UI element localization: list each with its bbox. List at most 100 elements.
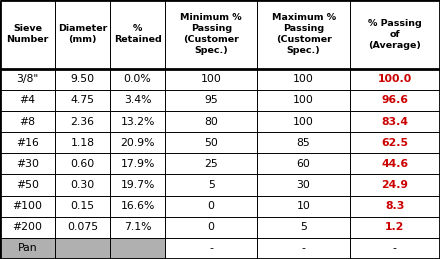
Bar [257, 217, 350, 238]
Bar [0, 69, 55, 90]
Text: 5: 5 [300, 222, 307, 232]
Bar [55, 0, 110, 69]
Text: 3.4%: 3.4% [124, 95, 151, 105]
Text: 10: 10 [297, 201, 311, 211]
Text: % Passing
of
(Average): % Passing of (Average) [368, 19, 422, 50]
Bar [350, 238, 440, 259]
Bar [110, 153, 165, 174]
Text: 17.9%: 17.9% [120, 159, 155, 169]
Text: 80: 80 [204, 117, 218, 126]
Text: 4.75: 4.75 [70, 95, 95, 105]
Bar [0, 217, 55, 238]
Bar [165, 153, 257, 174]
Text: 3/8": 3/8" [16, 74, 39, 84]
Text: 0: 0 [208, 222, 215, 232]
Bar [110, 132, 165, 153]
Bar [110, 174, 165, 196]
Bar [0, 174, 55, 196]
Bar [55, 69, 110, 90]
Text: Sieve
Number: Sieve Number [6, 24, 49, 44]
Bar [110, 90, 165, 111]
Bar [165, 174, 257, 196]
Bar [350, 90, 440, 111]
Bar [165, 196, 257, 217]
Bar [350, 111, 440, 132]
Text: 19.7%: 19.7% [120, 180, 155, 190]
Bar [55, 153, 110, 174]
Bar [110, 217, 165, 238]
Text: 44.6: 44.6 [381, 159, 408, 169]
Bar [0, 238, 55, 259]
Text: 95: 95 [204, 95, 218, 105]
Bar [0, 111, 55, 132]
Text: #100: #100 [12, 201, 43, 211]
Text: %
Retained: % Retained [114, 24, 161, 44]
Text: 83.4: 83.4 [381, 117, 408, 126]
Bar [0, 153, 55, 174]
Text: 0: 0 [208, 201, 215, 211]
Text: -: - [393, 243, 397, 253]
Text: 0.30: 0.30 [70, 180, 95, 190]
Bar [110, 196, 165, 217]
Text: 100.0: 100.0 [378, 74, 412, 84]
Bar [55, 174, 110, 196]
Bar [257, 238, 350, 259]
Text: 62.5: 62.5 [381, 138, 408, 148]
Bar [0, 90, 55, 111]
Bar [350, 69, 440, 90]
Text: 0.0%: 0.0% [124, 74, 151, 84]
Bar [0, 132, 55, 153]
Text: 5: 5 [208, 180, 215, 190]
Text: 100: 100 [293, 95, 314, 105]
Bar [165, 0, 257, 69]
Bar [165, 90, 257, 111]
Text: #50: #50 [16, 180, 39, 190]
Text: -: - [302, 243, 305, 253]
Bar [165, 217, 257, 238]
Bar [350, 153, 440, 174]
Text: 1.2: 1.2 [385, 222, 405, 232]
Text: 8.3: 8.3 [385, 201, 405, 211]
Text: Pan: Pan [18, 243, 37, 253]
Bar [110, 0, 165, 69]
Text: #16: #16 [16, 138, 39, 148]
Bar [165, 69, 257, 90]
Bar [257, 111, 350, 132]
Text: 16.6%: 16.6% [120, 201, 155, 211]
Bar [350, 0, 440, 69]
Bar [257, 174, 350, 196]
Text: 0.15: 0.15 [70, 201, 95, 211]
Bar [350, 196, 440, 217]
Bar [55, 111, 110, 132]
Bar [165, 132, 257, 153]
Text: 30: 30 [297, 180, 311, 190]
Text: 24.9: 24.9 [381, 180, 408, 190]
Text: Minimum %
Passing
(Customer
Spec.): Minimum % Passing (Customer Spec.) [180, 13, 242, 55]
Bar [257, 153, 350, 174]
Bar [110, 69, 165, 90]
Text: 1.18: 1.18 [70, 138, 95, 148]
Bar [257, 132, 350, 153]
Bar [350, 132, 440, 153]
Text: 9.50: 9.50 [70, 74, 95, 84]
Text: 25: 25 [204, 159, 218, 169]
Bar [257, 0, 350, 69]
Bar [55, 90, 110, 111]
Bar [350, 217, 440, 238]
Text: Diameter
(mm): Diameter (mm) [58, 24, 107, 44]
Bar [55, 196, 110, 217]
Text: 100: 100 [293, 74, 314, 84]
Bar [350, 174, 440, 196]
Bar [55, 238, 110, 259]
Text: #8: #8 [19, 117, 36, 126]
Text: -: - [209, 243, 213, 253]
Bar [165, 238, 257, 259]
Text: 100: 100 [201, 74, 222, 84]
Text: 60: 60 [297, 159, 311, 169]
Text: 2.36: 2.36 [70, 117, 95, 126]
Bar [257, 90, 350, 111]
Text: 50: 50 [204, 138, 218, 148]
Bar [257, 69, 350, 90]
Bar [0, 196, 55, 217]
Bar [257, 196, 350, 217]
